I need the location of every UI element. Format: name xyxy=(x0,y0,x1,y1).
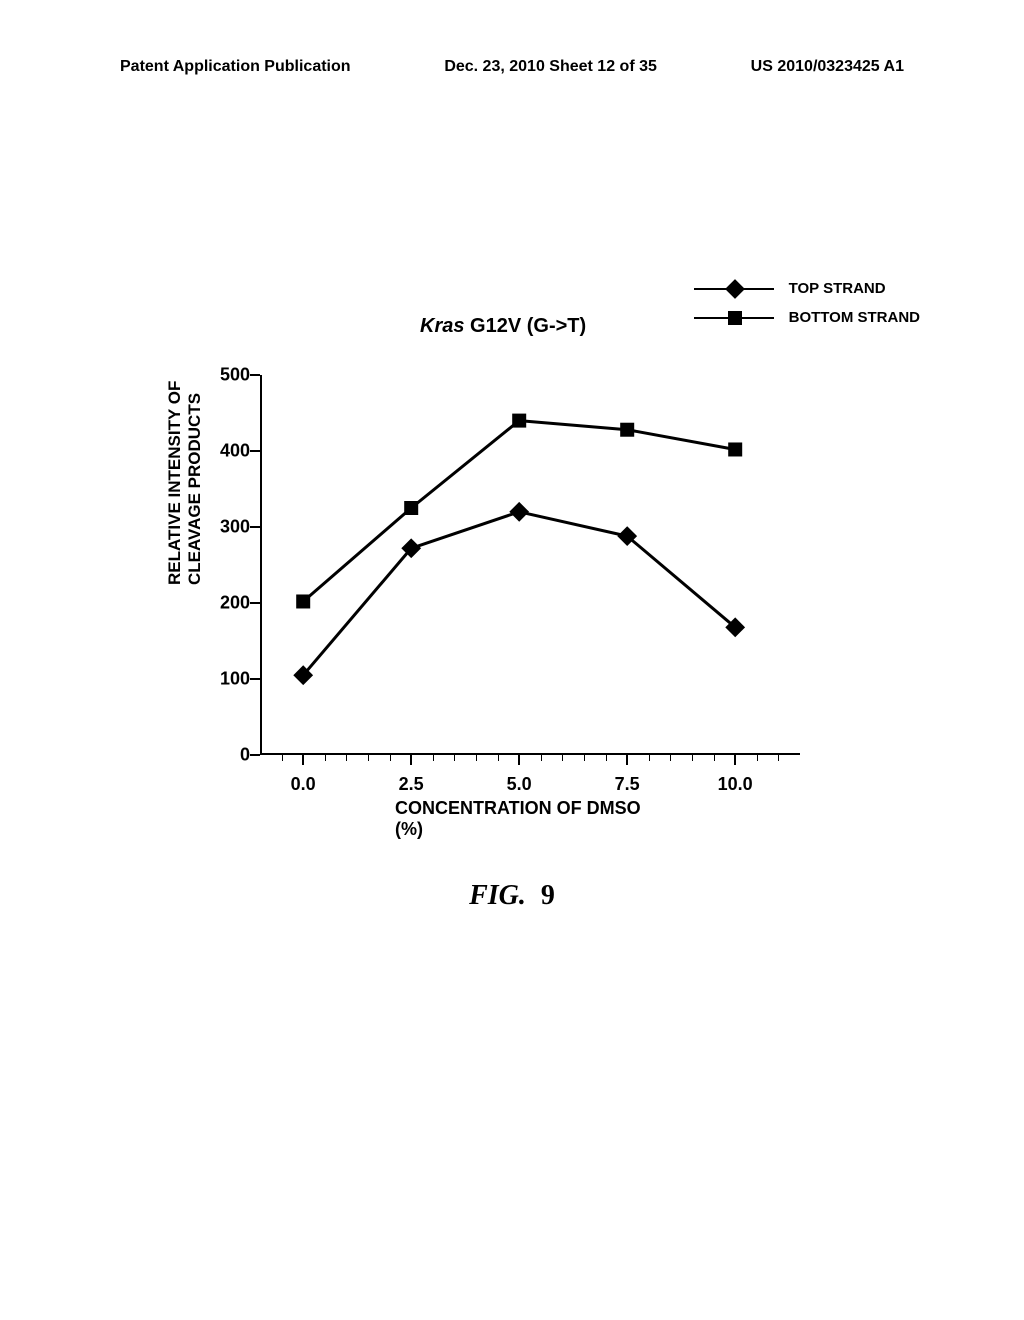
chart-title: Kras G12V (G->T) xyxy=(420,315,586,338)
x-tick xyxy=(410,755,412,765)
x-minor-tick xyxy=(778,755,779,761)
chart-svg xyxy=(260,375,800,755)
patent-header: Patent Application Publication Dec. 23, … xyxy=(0,58,1024,76)
x-minor-tick xyxy=(562,755,563,761)
x-minor-tick xyxy=(606,755,607,761)
y-tick-label: 100 xyxy=(195,669,250,690)
y-tick xyxy=(250,526,260,528)
x-tick-label: 0.0 xyxy=(291,774,316,795)
figure-label: FIG. 9 xyxy=(469,880,555,912)
diamond-marker-icon xyxy=(725,279,745,299)
y-tick-label: 300 xyxy=(195,517,250,538)
x-minor-tick xyxy=(390,755,391,761)
x-tick xyxy=(626,755,628,765)
x-minor-tick xyxy=(757,755,758,761)
chart-container: Kras G12V (G->T) TOP STRAND BOTTOM STRAN… xyxy=(120,280,900,840)
figure-number: 9 xyxy=(541,880,555,911)
legend-line-square xyxy=(694,317,774,319)
legend-top-strand: TOP STRAND xyxy=(694,280,920,297)
x-minor-tick xyxy=(714,755,715,761)
x-tick-label: 10.0 xyxy=(718,774,753,795)
x-tick-label: 2.5 xyxy=(399,774,424,795)
header-center: Dec. 23, 2010 Sheet 12 of 35 xyxy=(444,58,657,76)
chart-legend: TOP STRAND BOTTOM STRAND xyxy=(694,280,920,338)
legend-bottom-strand: BOTTOM STRAND xyxy=(694,309,920,326)
x-minor-tick xyxy=(541,755,542,761)
x-tick xyxy=(734,755,736,765)
y-tick xyxy=(250,754,260,756)
y-tick xyxy=(250,602,260,604)
x-minor-tick xyxy=(498,755,499,761)
x-minor-tick xyxy=(433,755,434,761)
title-italic-part: Kras xyxy=(420,315,464,337)
plot-area: RELATIVE INTENSITY OF CLEAVAGE PRODUCTS … xyxy=(260,375,800,755)
header-right: US 2010/0323425 A1 xyxy=(751,58,904,76)
y-tick xyxy=(250,450,260,452)
x-minor-tick xyxy=(454,755,455,761)
y-tick-label: 500 xyxy=(195,365,250,386)
x-minor-tick xyxy=(584,755,585,761)
square-marker-icon xyxy=(728,311,742,325)
x-minor-tick xyxy=(346,755,347,761)
x-tick-label: 7.5 xyxy=(615,774,640,795)
y-tick xyxy=(250,678,260,680)
x-minor-tick xyxy=(282,755,283,761)
legend-bottom-label: BOTTOM STRAND xyxy=(789,309,920,326)
x-minor-tick xyxy=(368,755,369,761)
x-minor-tick xyxy=(325,755,326,761)
x-axis-title: CONCENTRATION OF DMSO (%) xyxy=(395,798,665,840)
figure-prefix: FIG. xyxy=(469,880,526,911)
y-tick-label: 400 xyxy=(195,441,250,462)
x-minor-tick xyxy=(670,755,671,761)
y-tick xyxy=(250,374,260,376)
x-tick xyxy=(518,755,520,765)
title-rest-part: G12V (G->T) xyxy=(464,315,586,337)
legend-line-diamond xyxy=(694,288,774,290)
legend-top-label: TOP STRAND xyxy=(789,280,886,297)
x-minor-tick xyxy=(476,755,477,761)
x-minor-tick xyxy=(649,755,650,761)
x-tick-label: 5.0 xyxy=(507,774,532,795)
y-tick-label: 200 xyxy=(195,593,250,614)
x-minor-tick xyxy=(692,755,693,761)
y-tick-label: 0 xyxy=(195,745,250,766)
x-tick xyxy=(302,755,304,765)
header-left: Patent Application Publication xyxy=(120,58,351,76)
